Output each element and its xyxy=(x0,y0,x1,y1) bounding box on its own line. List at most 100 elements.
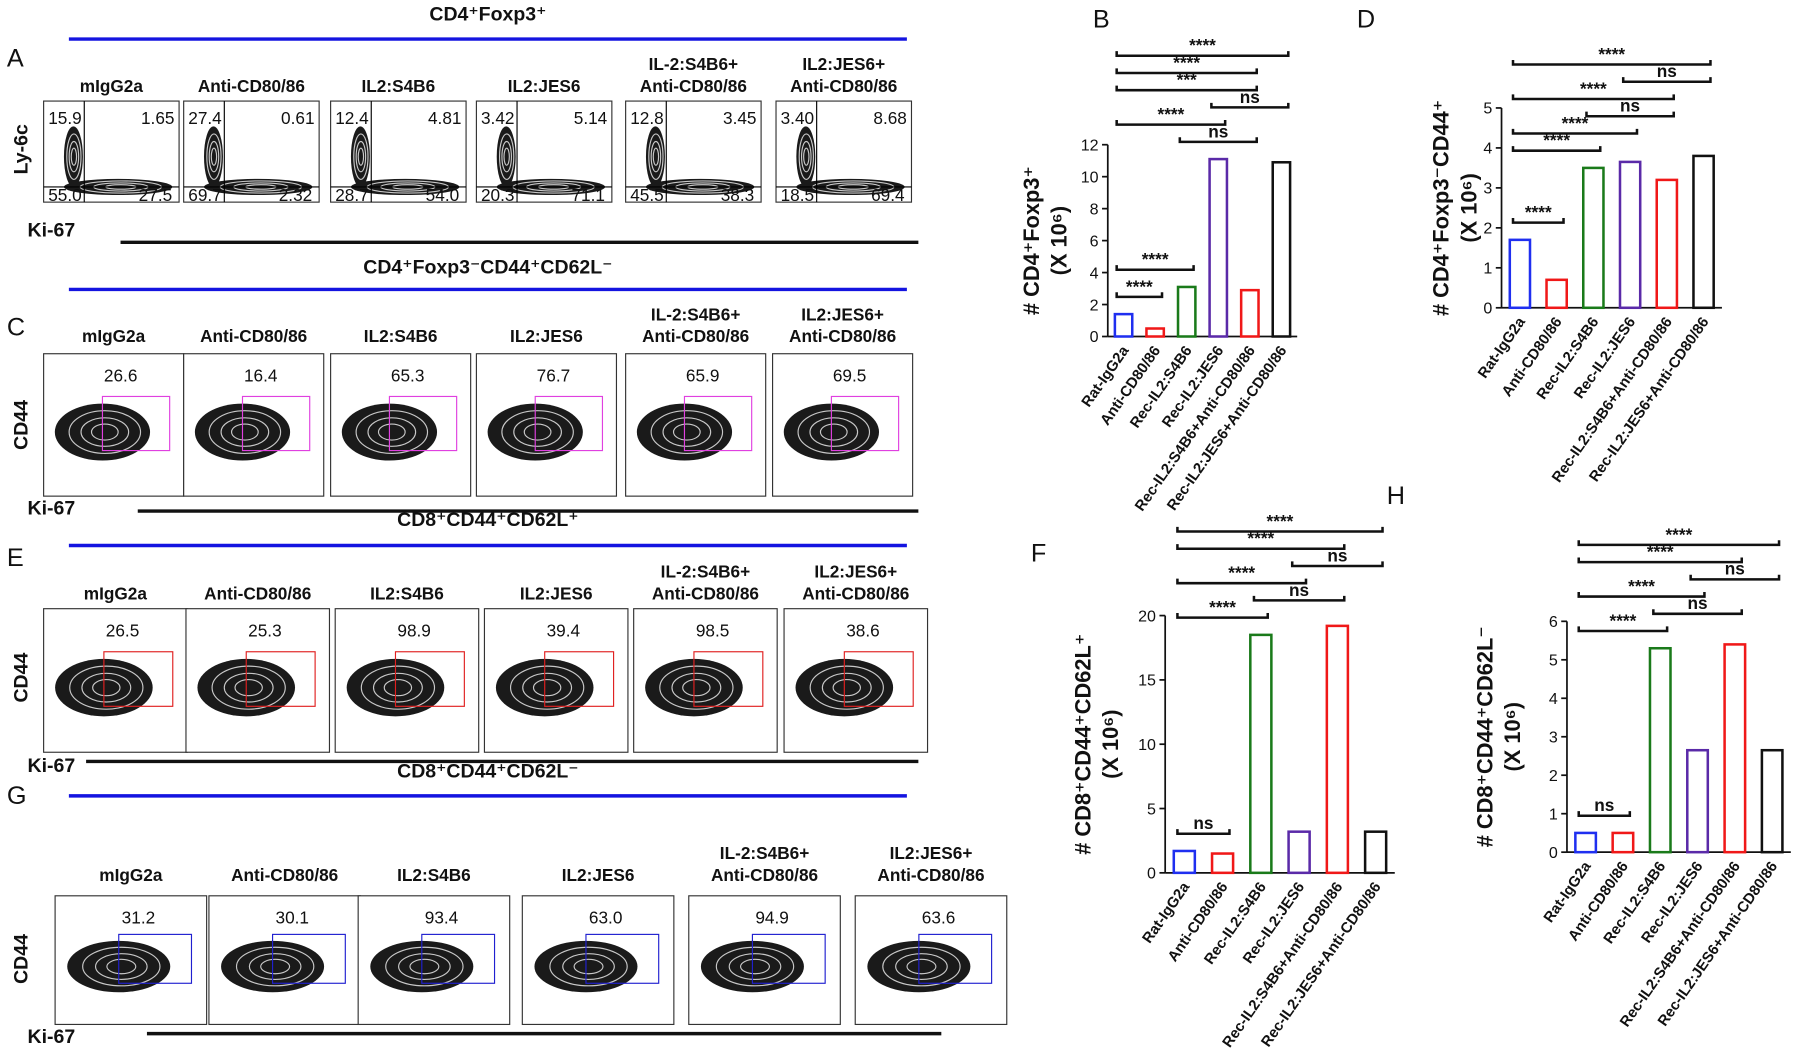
significance-bracket xyxy=(1176,613,1269,619)
density-contour xyxy=(357,147,365,166)
density-contour xyxy=(398,953,451,980)
flow-plot: 3.40 8.68 18.5 69.4 xyxy=(775,100,913,205)
significance-label: **** xyxy=(1173,52,1200,72)
significance-bracket xyxy=(1511,59,1712,66)
flow-plot: 31.2 xyxy=(54,895,208,1026)
gate xyxy=(101,395,171,452)
bar xyxy=(1325,624,1350,875)
significance-label: **** xyxy=(1665,524,1692,544)
quadrant-value: 27.4 xyxy=(188,108,222,128)
significance-bracket xyxy=(1176,829,1231,836)
sample-name: IL-2:S4B6+ xyxy=(720,843,809,863)
flow-plot: 98.9 xyxy=(334,608,480,753)
quadrant-value: 3.45 xyxy=(723,108,757,128)
gate-value: 93.4 xyxy=(425,907,459,927)
significance-bracket xyxy=(1115,120,1227,126)
density-contour xyxy=(819,423,848,441)
bar xyxy=(1760,748,1784,854)
significance-label: **** xyxy=(1580,78,1607,98)
sample-name: Anti-CD80/86 xyxy=(231,865,338,885)
sample-name: Anti-CD80/86 xyxy=(711,865,818,885)
density-contour xyxy=(662,417,712,447)
density-contour xyxy=(650,140,662,173)
density-contour xyxy=(562,953,615,980)
bar xyxy=(1611,831,1635,854)
bar xyxy=(1287,830,1311,875)
density-contour xyxy=(672,423,701,441)
gate-value: 63.0 xyxy=(589,907,623,927)
gate-value: 31.2 xyxy=(122,907,156,927)
gate-value: 26.6 xyxy=(104,365,138,385)
density-contour xyxy=(385,946,464,987)
y-tick-label: 10 xyxy=(1138,736,1156,754)
bar xyxy=(1239,288,1260,338)
density-contour xyxy=(573,958,604,975)
sample-name: mIgG2a xyxy=(80,76,144,96)
flow-plot: 65.9 xyxy=(625,353,767,497)
significance-label: ns xyxy=(1193,813,1213,833)
sample-name: IL2:JES6 xyxy=(508,76,581,96)
gate-value: 65.9 xyxy=(686,365,720,385)
x-axis-label: Ki-67 xyxy=(28,755,76,777)
quadrant-value: 69.4 xyxy=(871,185,905,205)
gate xyxy=(421,933,496,984)
density-contour xyxy=(809,665,884,710)
panel-title: CD4⁺Foxp3⁻CD44⁺CD62L⁻ xyxy=(363,256,612,278)
density-contour xyxy=(798,133,814,180)
density-contour xyxy=(81,672,132,703)
quadrant-value: 27.5 xyxy=(139,185,173,205)
gate xyxy=(394,651,465,707)
quadrant-value: 55.0 xyxy=(48,185,82,205)
significance-bracket xyxy=(1511,218,1565,224)
flow-plot: 15.9 1.65 55.0 27.5 xyxy=(43,100,180,205)
y-tick-label: 4 xyxy=(1090,264,1099,282)
y-tick-label: 6 xyxy=(1549,613,1558,631)
y-tick-label: 2 xyxy=(1483,220,1492,238)
y-tick-label: 4 xyxy=(1549,690,1558,708)
density-contour xyxy=(906,958,937,975)
density-contour xyxy=(682,679,711,697)
y-axis-label: (X 10⁶) xyxy=(1046,206,1071,275)
bar xyxy=(1545,278,1568,310)
y-tick-label: 2 xyxy=(1549,767,1558,785)
quadrant-value: 54.0 xyxy=(426,185,460,205)
significance-label: ns xyxy=(1725,559,1745,579)
density-contour xyxy=(532,679,562,697)
significance-label: **** xyxy=(1228,563,1255,583)
density-contour xyxy=(94,953,148,980)
significance-bracket xyxy=(1577,591,1706,598)
significance-label: **** xyxy=(1142,249,1169,269)
quadrant-value: 20.3 xyxy=(481,185,515,205)
y-tick-label: 12 xyxy=(1081,136,1099,154)
significance-bracket xyxy=(1652,609,1744,616)
density-contour xyxy=(210,147,218,166)
bar xyxy=(1249,633,1273,875)
sample-name: IL2:JES6+ xyxy=(890,843,973,863)
density-contour xyxy=(223,672,274,703)
density-contour xyxy=(260,958,291,975)
significance-label: ns xyxy=(1289,580,1309,600)
sample-name: Anti-CD80/86 xyxy=(204,583,311,603)
density-contour xyxy=(648,133,664,180)
density-contour xyxy=(367,417,417,447)
density-contour xyxy=(809,417,859,447)
density-contour xyxy=(501,410,574,454)
density-contour xyxy=(409,958,440,975)
density-contour xyxy=(832,679,861,697)
y-tick-label: 3 xyxy=(1483,180,1492,198)
sample-name: Anti-CD80/86 xyxy=(642,326,749,346)
bar xyxy=(1686,748,1710,854)
density-contour xyxy=(671,672,722,703)
significance-bracket xyxy=(1178,137,1258,144)
y-tick-label: 4 xyxy=(1483,140,1492,158)
bar xyxy=(1176,285,1197,338)
sample-name: IL2:S4B6 xyxy=(370,583,444,603)
significance-bracket xyxy=(1252,595,1346,602)
density-contour xyxy=(69,665,144,710)
quadrant-value: 5.14 xyxy=(574,108,608,128)
y-tick-label: 2 xyxy=(1090,296,1099,314)
density-contour xyxy=(652,147,660,166)
quadrant-value: 3.40 xyxy=(781,108,815,128)
significance-bracket xyxy=(1115,68,1258,75)
gate-value: 69.5 xyxy=(833,365,867,385)
